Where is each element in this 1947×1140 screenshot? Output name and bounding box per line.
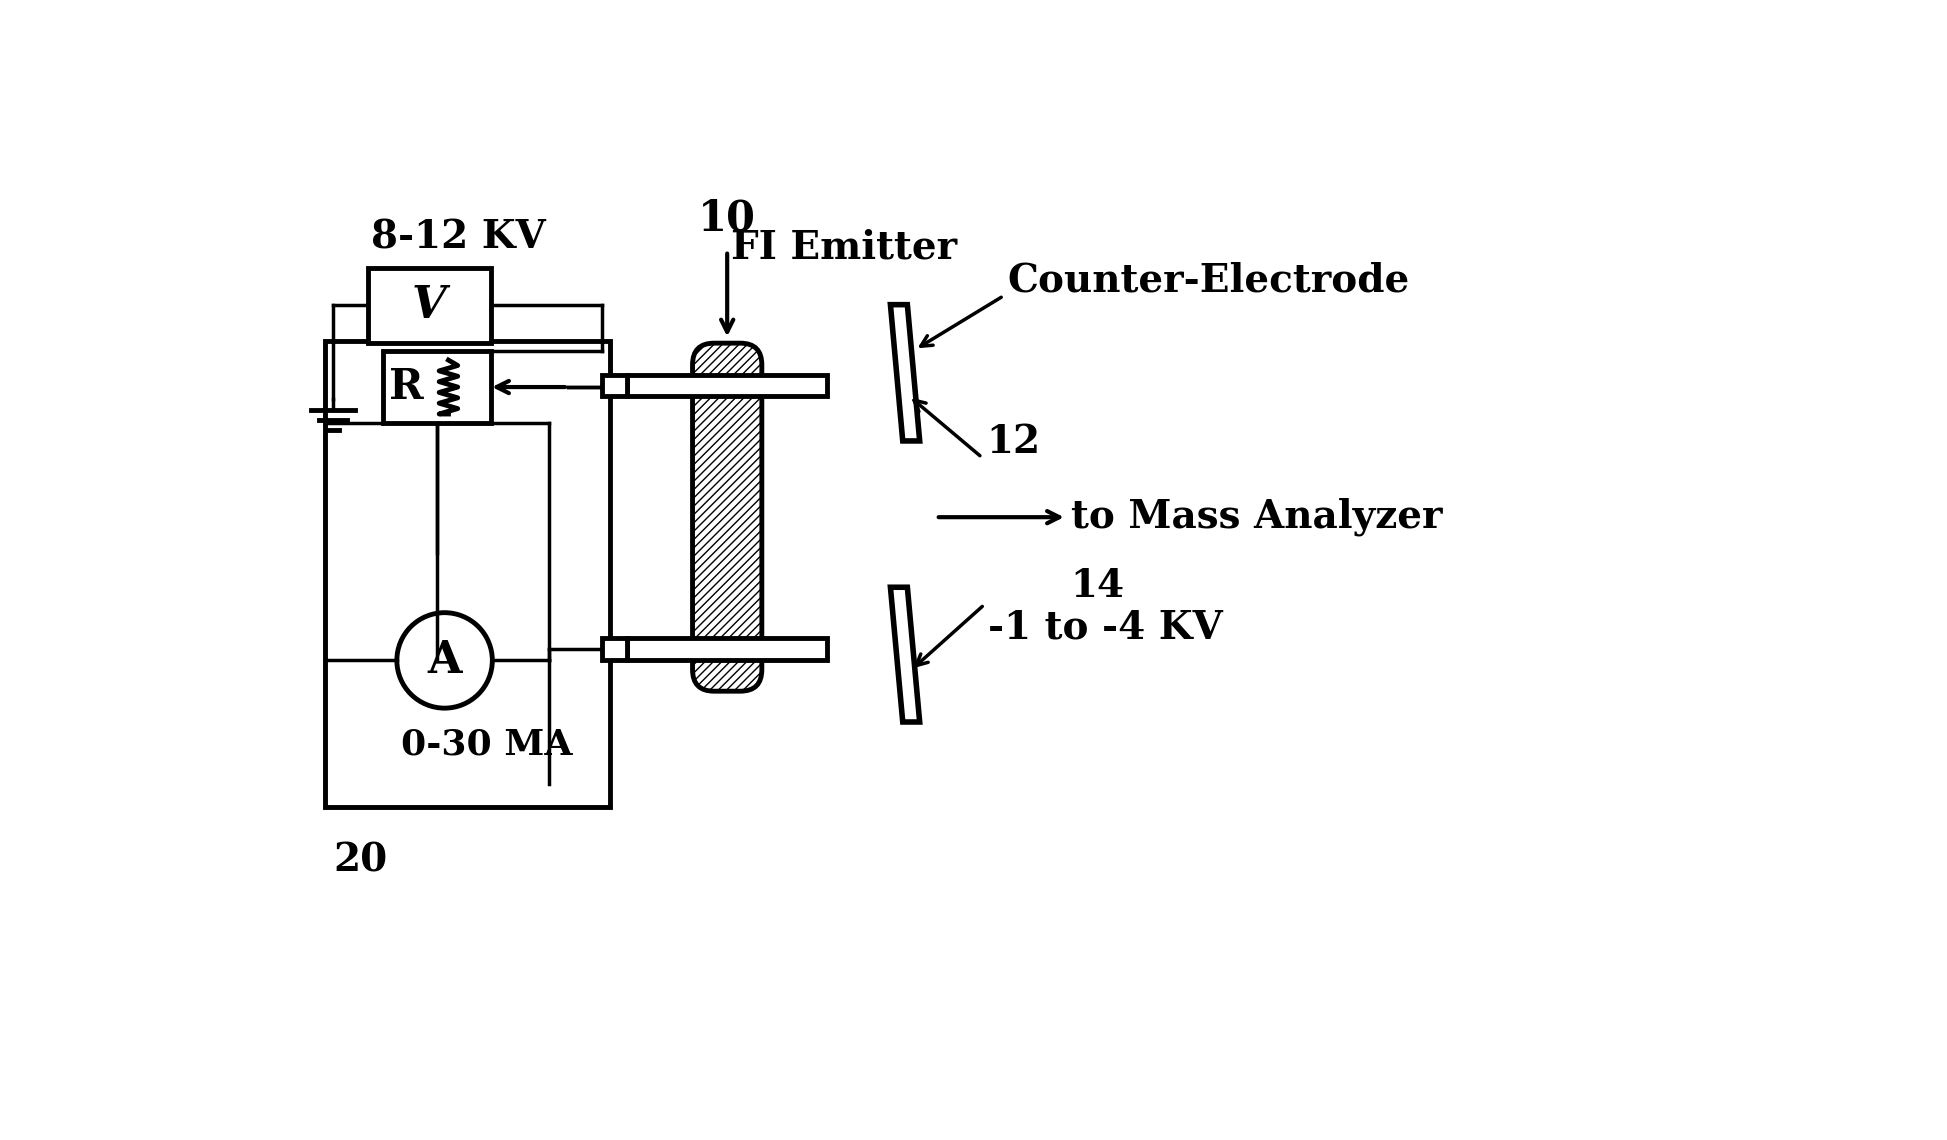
FancyBboxPatch shape (325, 341, 609, 807)
FancyBboxPatch shape (384, 351, 491, 423)
Polygon shape (890, 304, 919, 441)
Text: FI Emitter: FI Emitter (730, 228, 958, 266)
Text: 0-30 MA: 0-30 MA (401, 727, 572, 762)
Text: -1 to -4 KV: -1 to -4 KV (989, 609, 1223, 646)
Text: V: V (413, 284, 446, 327)
Bar (627, 638, 827, 660)
FancyBboxPatch shape (368, 268, 491, 343)
Bar (627, 375, 827, 397)
Text: R: R (389, 366, 424, 408)
FancyBboxPatch shape (693, 343, 761, 691)
Bar (602, 638, 627, 660)
Text: 8-12 KV: 8-12 KV (372, 218, 547, 256)
Text: A: A (426, 638, 461, 682)
Text: 14: 14 (1071, 568, 1125, 605)
Text: Counter-Electrode: Counter-Electrode (1007, 262, 1410, 300)
Text: to Mass Analyzer: to Mass Analyzer (1071, 498, 1443, 537)
Polygon shape (890, 587, 919, 722)
Bar (602, 375, 627, 397)
Text: 10: 10 (699, 197, 755, 239)
Text: 20: 20 (333, 841, 387, 879)
Text: 12: 12 (985, 423, 1040, 462)
